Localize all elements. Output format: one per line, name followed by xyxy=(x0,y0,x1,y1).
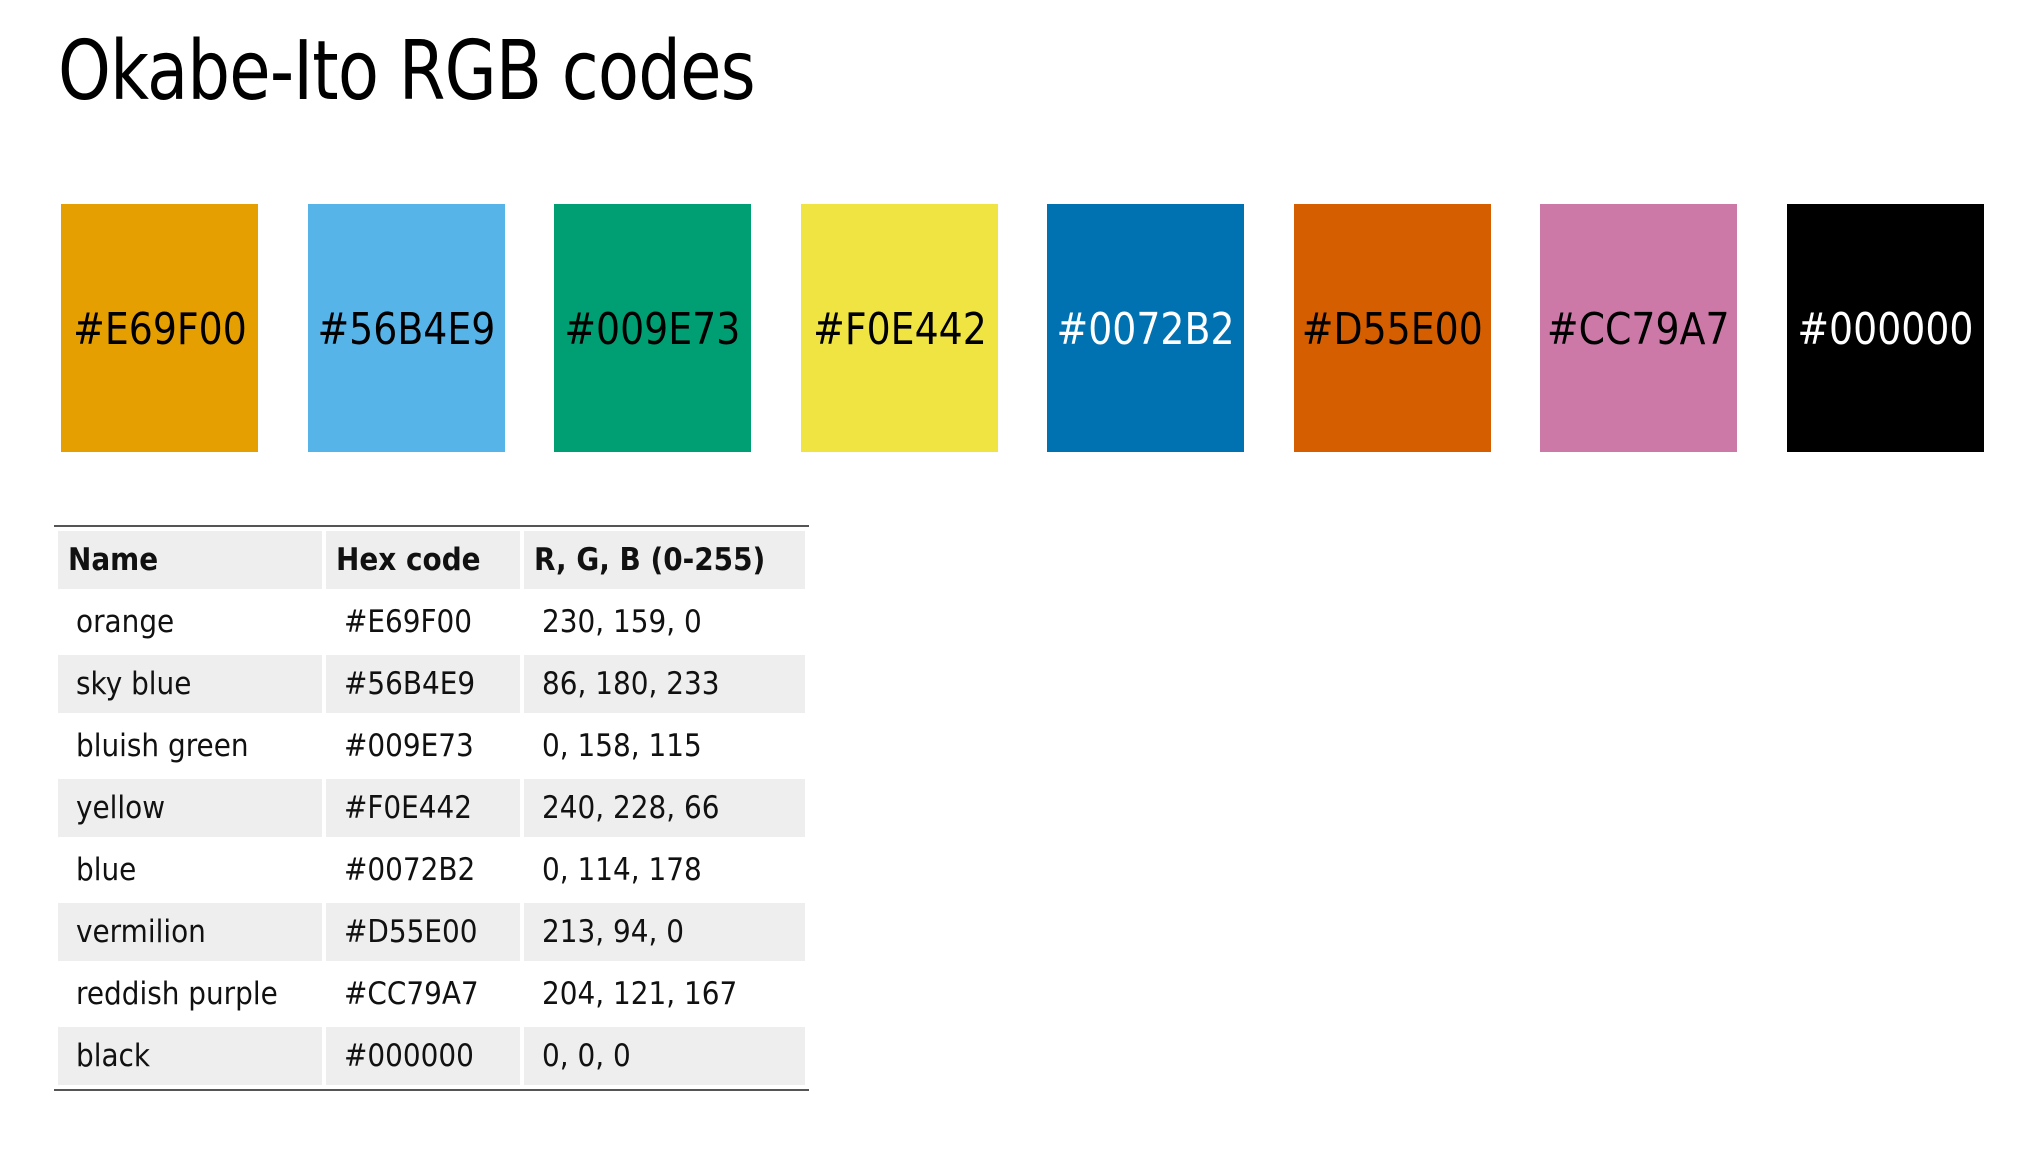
swatch-label: #CC79A7 xyxy=(1547,304,1730,355)
table-row: blue #0072B2 0, 114, 178 xyxy=(58,841,805,899)
header-name: Name xyxy=(58,531,322,589)
cell-name: yellow xyxy=(58,779,322,837)
swatch-blue: #0072B2 xyxy=(1047,204,1244,452)
cell-rgb: 0, 158, 115 xyxy=(542,728,702,764)
cell-rgb: 240, 228, 66 xyxy=(524,779,805,837)
cell-name: black xyxy=(58,1027,322,1085)
cell-hex: #0072B2 xyxy=(344,852,476,888)
cell-hex: #009E73 xyxy=(344,728,474,764)
cell-hex: #F0E442 xyxy=(326,779,520,837)
cell-hex: #CC79A7 xyxy=(344,976,479,1012)
header-rgb: R, G, B (0-255) xyxy=(524,531,805,589)
table-row: orange #E69F00 230, 159, 0 xyxy=(58,593,805,651)
cell-rgb: 213, 94, 0 xyxy=(524,903,805,961)
swatch-label: #D55E00 xyxy=(1301,304,1484,355)
cell-hex: #000000 xyxy=(326,1027,520,1085)
cell-hex: #56B4E9 xyxy=(326,655,520,713)
swatch-row: #E69F00 #56B4E9 #009E73 #F0E442 #0072B2 … xyxy=(61,204,1985,452)
cell-rgb: 0, 114, 178 xyxy=(542,852,702,888)
swatch-label: #0072B2 xyxy=(1056,304,1235,355)
table-row: reddish purple #CC79A7 204, 121, 167 xyxy=(58,965,805,1023)
swatch-bluish-green: #009E73 xyxy=(554,204,751,452)
cell-rgb: 0, 0, 0 xyxy=(524,1027,805,1085)
swatch-label: #E69F00 xyxy=(72,304,247,355)
table-row: yellow #F0E442 240, 228, 66 xyxy=(58,779,805,837)
cell-name: bluish green xyxy=(76,728,249,764)
cell-name: orange xyxy=(76,604,175,640)
table-header-row: Name Hex code R, G, B (0-255) xyxy=(58,531,805,589)
swatch-sky-blue: #56B4E9 xyxy=(308,204,505,452)
cell-rgb: 204, 121, 167 xyxy=(542,976,738,1012)
swatch-label: #56B4E9 xyxy=(317,304,496,355)
swatch-vermilion: #D55E00 xyxy=(1294,204,1491,452)
table-row: vermilion #D55E00 213, 94, 0 xyxy=(58,903,805,961)
cell-name: vermilion xyxy=(58,903,322,961)
rgb-codes-table: Name Hex code R, G, B (0-255) orange #E6… xyxy=(54,525,809,1091)
cell-hex: #E69F00 xyxy=(344,604,473,640)
cell-name: blue xyxy=(76,852,137,888)
table-row: sky blue #56B4E9 86, 180, 233 xyxy=(58,655,805,713)
table-row: bluish green #009E73 0, 158, 115 xyxy=(58,717,805,775)
swatch-label: #000000 xyxy=(1797,304,1974,355)
cell-hex: #D55E00 xyxy=(326,903,520,961)
swatch-reddish-purple: #CC79A7 xyxy=(1540,204,1737,452)
cell-name: sky blue xyxy=(58,655,322,713)
swatch-orange: #E69F00 xyxy=(61,204,258,452)
swatch-yellow: #F0E442 xyxy=(801,204,998,452)
swatch-label: #009E73 xyxy=(564,304,741,355)
cell-name: reddish purple xyxy=(76,976,278,1012)
page-title: Okabe-Ito RGB codes xyxy=(58,24,756,119)
swatch-label: #F0E442 xyxy=(812,304,987,355)
cell-rgb: 230, 159, 0 xyxy=(542,604,702,640)
cell-rgb: 86, 180, 233 xyxy=(524,655,805,713)
header-hex-code: Hex code xyxy=(326,531,520,589)
table-row: black #000000 0, 0, 0 xyxy=(58,1027,805,1085)
swatch-black: #000000 xyxy=(1787,204,1984,452)
